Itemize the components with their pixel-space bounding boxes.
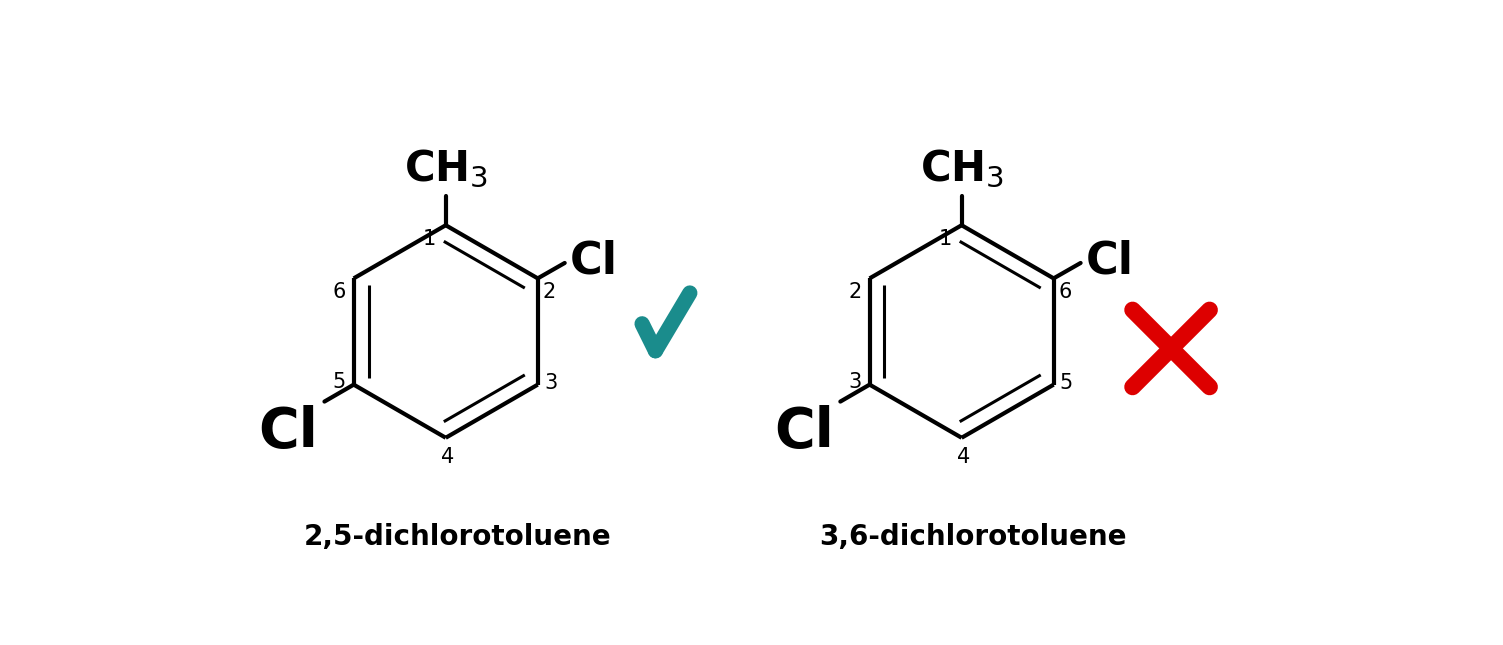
Text: 2: 2	[849, 283, 861, 303]
Text: Cl: Cl	[570, 240, 618, 283]
Text: 5: 5	[332, 372, 346, 392]
Text: 5: 5	[1060, 373, 1073, 393]
Text: 1: 1	[422, 229, 436, 249]
Text: 6: 6	[1058, 283, 1072, 303]
Text: 4: 4	[956, 447, 969, 467]
Text: Cl: Cl	[259, 406, 319, 459]
Text: 1: 1	[938, 229, 951, 249]
Text: 2,5-dichlorotoluene: 2,5-dichlorotoluene	[304, 523, 612, 551]
Text: 2: 2	[543, 283, 556, 303]
Text: 6: 6	[332, 283, 346, 303]
Text: CH$_3$: CH$_3$	[920, 148, 1004, 190]
Text: 3,6-dichlorotoluene: 3,6-dichlorotoluene	[819, 523, 1127, 551]
Text: 4: 4	[440, 447, 454, 467]
Text: Cl: Cl	[774, 406, 834, 459]
Text: CH$_3$: CH$_3$	[404, 148, 488, 190]
Text: 3: 3	[849, 372, 861, 392]
Text: 3: 3	[544, 373, 558, 393]
Text: Cl: Cl	[1087, 240, 1133, 283]
